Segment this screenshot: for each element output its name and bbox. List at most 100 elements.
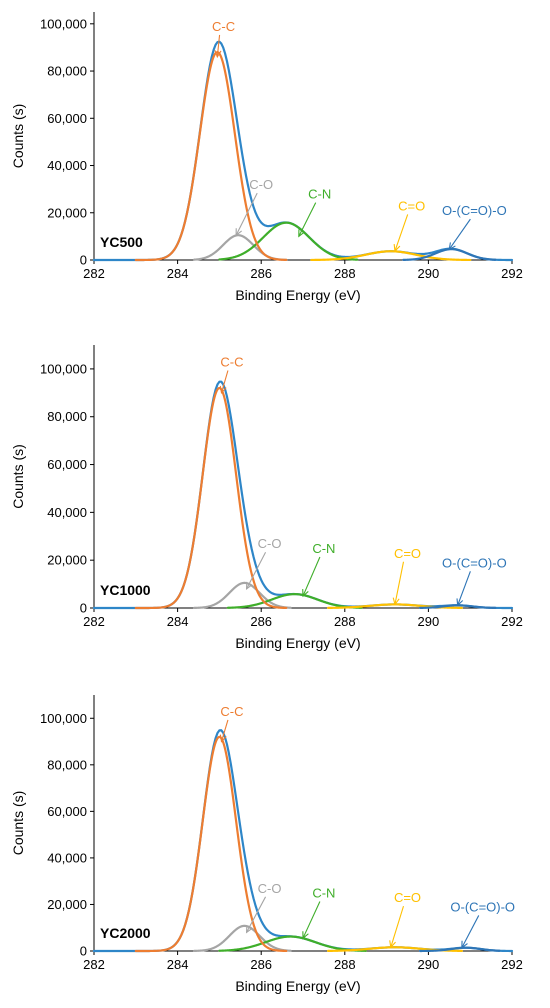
y-tick-label: 0 xyxy=(80,944,87,959)
annotation-arrowhead xyxy=(245,581,253,590)
annotation-arrow xyxy=(220,370,229,393)
peak-label-o-c-o-o: O-(C=O)-O xyxy=(442,555,507,570)
component-line-c-c xyxy=(134,735,288,953)
y-tick-label: 20,000 xyxy=(47,553,87,568)
y-tick-label: 80,000 xyxy=(47,64,87,79)
annotation-arrowhead xyxy=(302,589,309,598)
annotation-arrow xyxy=(302,901,321,939)
sample-label: YC1000 xyxy=(100,582,151,598)
annotation-arrowhead xyxy=(298,229,305,238)
peak-label-c-c: C-C xyxy=(220,355,243,370)
component-line-c-o xyxy=(310,250,472,262)
component-line-c-n xyxy=(218,935,367,952)
component-line-c-o xyxy=(193,924,292,952)
y-axis-title: Counts (s) xyxy=(10,104,26,169)
y-tick-label: 40,000 xyxy=(47,850,87,865)
component-line-c-o xyxy=(193,581,292,609)
envelope-line xyxy=(92,729,514,953)
annotation-arrow xyxy=(394,561,405,605)
x-tick-label: 290 xyxy=(418,266,440,281)
annotation-arrow xyxy=(390,905,405,948)
annotation-arrowhead xyxy=(392,597,400,606)
annotation-arrow xyxy=(246,896,267,933)
annotation-arrow xyxy=(302,556,321,597)
x-tick-label: 292 xyxy=(501,957,523,972)
peak-label-c-c: C-C xyxy=(220,704,243,719)
peak-label-o-c-o-o: O-(C=O)-O xyxy=(442,203,507,218)
x-axis-title: Binding Energy (eV) xyxy=(235,978,360,994)
sample-label: YC2000 xyxy=(100,925,151,941)
annotation-arrowhead xyxy=(461,940,468,949)
annotation-arrow xyxy=(235,192,258,236)
component-line-o-c-o-o xyxy=(418,946,501,953)
x-tick-label: 284 xyxy=(167,957,189,972)
y-tick-label: 60,000 xyxy=(47,111,87,126)
annotation-arrowhead xyxy=(389,940,396,949)
annotation-arrowhead xyxy=(456,598,464,607)
peak-label-c-n: C-N xyxy=(312,885,335,900)
x-tick-label: 288 xyxy=(334,266,356,281)
annotation-arrow xyxy=(216,34,221,57)
peak-label-c-o: C=O xyxy=(394,546,421,561)
x-tick-label: 290 xyxy=(418,614,440,629)
component-line-c-c xyxy=(134,386,288,610)
component-line-c-o xyxy=(193,234,288,261)
x-tick-label: 282 xyxy=(83,614,105,629)
chart-panel-yc1000: 0 20,000 40,000 60,000 80,000 100,000 282 284 28… xyxy=(10,345,523,651)
y-tick-label: 100,000 xyxy=(40,361,87,376)
annotation-arrowhead xyxy=(219,734,227,743)
y-tick-label: 40,000 xyxy=(47,505,87,520)
y-tick-label: 60,000 xyxy=(47,457,87,472)
annotation-arrow xyxy=(394,214,409,252)
x-tick-label: 288 xyxy=(334,614,356,629)
x-tick-label: 288 xyxy=(334,957,356,972)
peak-label-c-o: C=O xyxy=(398,198,425,213)
annotation-arrowhead xyxy=(393,244,401,253)
y-tick-label: 20,000 xyxy=(47,897,87,912)
component-line-c-n xyxy=(226,593,363,609)
chart-panel-yc2000: 0 20,000 40,000 60,000 80,000 100,000 282 284 28… xyxy=(10,695,523,994)
x-tick-label: 282 xyxy=(83,266,105,281)
x-axis-title: Binding Energy (eV) xyxy=(235,635,360,651)
y-tick-label: 60,000 xyxy=(47,804,87,819)
peak-label-c-o: C=O xyxy=(394,890,421,905)
y-tick-label: 100,000 xyxy=(40,711,87,726)
x-tick-label: 286 xyxy=(250,614,272,629)
peak-label-c-n: C-N xyxy=(308,187,331,202)
component-line-c-c xyxy=(134,51,288,262)
x-tick-label: 292 xyxy=(501,266,523,281)
y-tick-label: 80,000 xyxy=(47,409,87,424)
y-tick-label: 80,000 xyxy=(47,757,87,772)
peak-label-c-n: C-N xyxy=(312,541,335,556)
annotation-arrow xyxy=(457,571,471,606)
x-tick-label: 284 xyxy=(167,266,189,281)
annotation-arrow xyxy=(220,719,229,742)
y-tick-label: 40,000 xyxy=(47,158,87,173)
component-line-c-n xyxy=(218,221,359,261)
annotation-arrowhead xyxy=(448,242,456,251)
sample-label: YC500 xyxy=(100,234,143,250)
y-axis-title: Counts (s) xyxy=(10,791,26,856)
annotation-arrowhead xyxy=(235,228,243,237)
x-tick-label: 282 xyxy=(83,957,105,972)
x-tick-label: 286 xyxy=(250,957,272,972)
peak-label-c-o: C-O xyxy=(258,881,282,896)
x-tick-label: 286 xyxy=(250,266,272,281)
y-tick-label: 100,000 xyxy=(40,16,87,31)
y-tick-label: 0 xyxy=(80,601,87,616)
annotation-arrowhead xyxy=(302,931,309,940)
y-tick-label: 0 xyxy=(80,253,87,268)
x-axis-title: Binding Energy (eV) xyxy=(235,287,360,303)
x-tick-label: 284 xyxy=(167,614,189,629)
annotation-arrow xyxy=(448,218,471,250)
envelope-line xyxy=(92,380,514,610)
chart-panel-yc500: 0 20,000 40,000 60,000 80,000 100,000 282 284 28… xyxy=(10,12,523,303)
x-tick-label: 290 xyxy=(418,957,440,972)
annotation-arrowhead xyxy=(245,925,253,934)
annotation-arrow xyxy=(298,202,317,237)
annotation-arrowhead xyxy=(214,50,222,59)
peak-label-o-c-o-o: O-(C=O)-O xyxy=(450,899,515,914)
annotation-arrowhead xyxy=(219,385,227,395)
y-tick-label: 20,000 xyxy=(47,205,87,220)
